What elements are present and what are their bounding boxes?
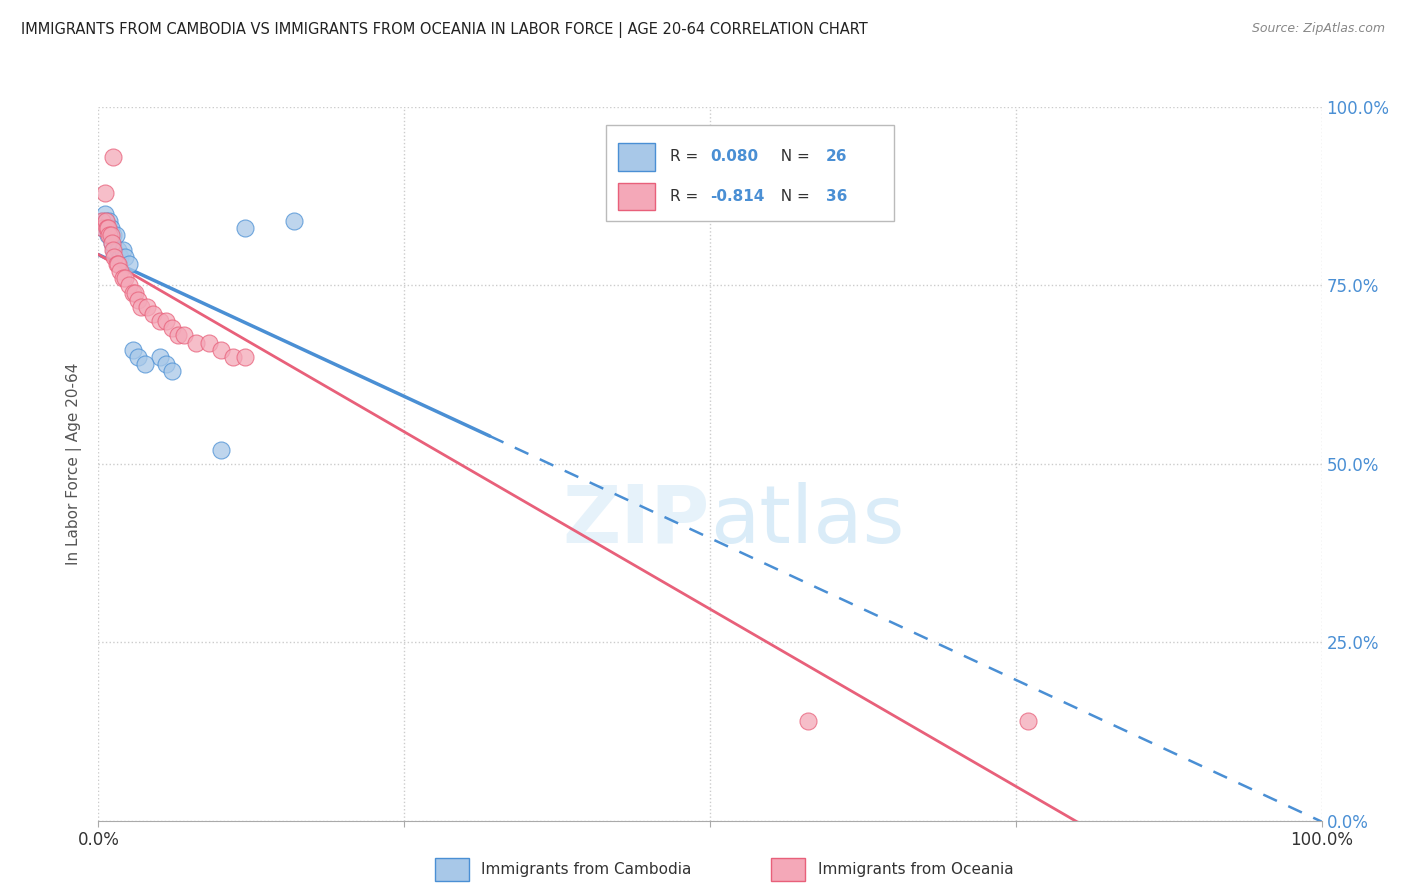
Point — [1017, 714, 1039, 728]
Point — [93, 186, 115, 200]
Point — [118, 278, 141, 293]
Point — [101, 235, 124, 250]
Point — [100, 228, 122, 243]
Point — [142, 307, 165, 321]
Point — [118, 257, 141, 271]
Point — [233, 350, 256, 364]
Point — [94, 214, 117, 228]
FancyBboxPatch shape — [619, 144, 655, 170]
Point — [98, 214, 121, 228]
Point — [94, 214, 117, 228]
Point — [98, 228, 121, 243]
Text: atlas: atlas — [710, 482, 904, 560]
Text: Immigrants from Cambodia: Immigrants from Cambodia — [481, 863, 692, 878]
Point — [167, 328, 190, 343]
Text: ZIP: ZIP — [562, 482, 710, 560]
Point — [127, 350, 149, 364]
Point — [96, 221, 118, 235]
Point — [93, 207, 115, 221]
Point — [173, 328, 195, 343]
Point — [222, 350, 245, 364]
Point — [129, 300, 152, 314]
Text: IMMIGRANTS FROM CAMBODIA VS IMMIGRANTS FROM OCEANIA IN LABOR FORCE | AGE 20-64 C: IMMIGRANTS FROM CAMBODIA VS IMMIGRANTS F… — [21, 22, 868, 38]
Point — [197, 335, 219, 350]
Point — [186, 335, 208, 350]
Point — [209, 442, 232, 457]
Point — [160, 321, 183, 335]
Text: R =: R = — [669, 189, 703, 203]
Point — [121, 343, 143, 357]
Point — [91, 221, 114, 235]
Point — [107, 243, 129, 257]
Point — [149, 314, 172, 328]
Point — [283, 214, 305, 228]
Point — [91, 214, 114, 228]
Point — [97, 228, 120, 243]
Point — [101, 235, 124, 250]
Point — [233, 221, 256, 235]
Point — [110, 264, 132, 278]
Text: 36: 36 — [827, 189, 848, 203]
Text: -0.814: -0.814 — [710, 189, 765, 203]
Point — [114, 250, 136, 264]
Point — [101, 243, 124, 257]
Text: R =: R = — [669, 150, 703, 164]
Point — [103, 243, 125, 257]
Point — [111, 243, 134, 257]
Point — [97, 221, 120, 235]
Y-axis label: In Labor Force | Age 20-64: In Labor Force | Age 20-64 — [66, 363, 83, 565]
Point — [155, 314, 177, 328]
Point — [107, 257, 129, 271]
FancyBboxPatch shape — [772, 858, 806, 881]
Point — [127, 293, 149, 307]
Point — [160, 364, 183, 378]
FancyBboxPatch shape — [606, 125, 893, 221]
Point — [96, 221, 118, 235]
Text: Immigrants from Oceania: Immigrants from Oceania — [818, 863, 1014, 878]
Text: 0.080: 0.080 — [710, 150, 758, 164]
Point — [209, 343, 232, 357]
Point — [111, 271, 134, 285]
Point — [136, 300, 159, 314]
Point — [101, 150, 124, 164]
Text: 26: 26 — [827, 150, 848, 164]
Text: N =: N = — [770, 150, 815, 164]
Point — [121, 285, 143, 300]
Point — [149, 350, 172, 364]
Point — [797, 714, 820, 728]
Point — [91, 214, 114, 228]
Point — [155, 357, 177, 371]
Text: Source: ZipAtlas.com: Source: ZipAtlas.com — [1251, 22, 1385, 36]
Point — [105, 257, 128, 271]
Text: N =: N = — [770, 189, 815, 203]
Point — [104, 228, 127, 243]
Point — [134, 357, 156, 371]
Point — [103, 250, 125, 264]
Point — [114, 271, 136, 285]
FancyBboxPatch shape — [619, 183, 655, 210]
Point — [110, 250, 132, 264]
Point — [91, 221, 114, 235]
Point — [101, 228, 124, 243]
Point — [100, 221, 122, 235]
Point — [124, 285, 146, 300]
FancyBboxPatch shape — [434, 858, 470, 881]
